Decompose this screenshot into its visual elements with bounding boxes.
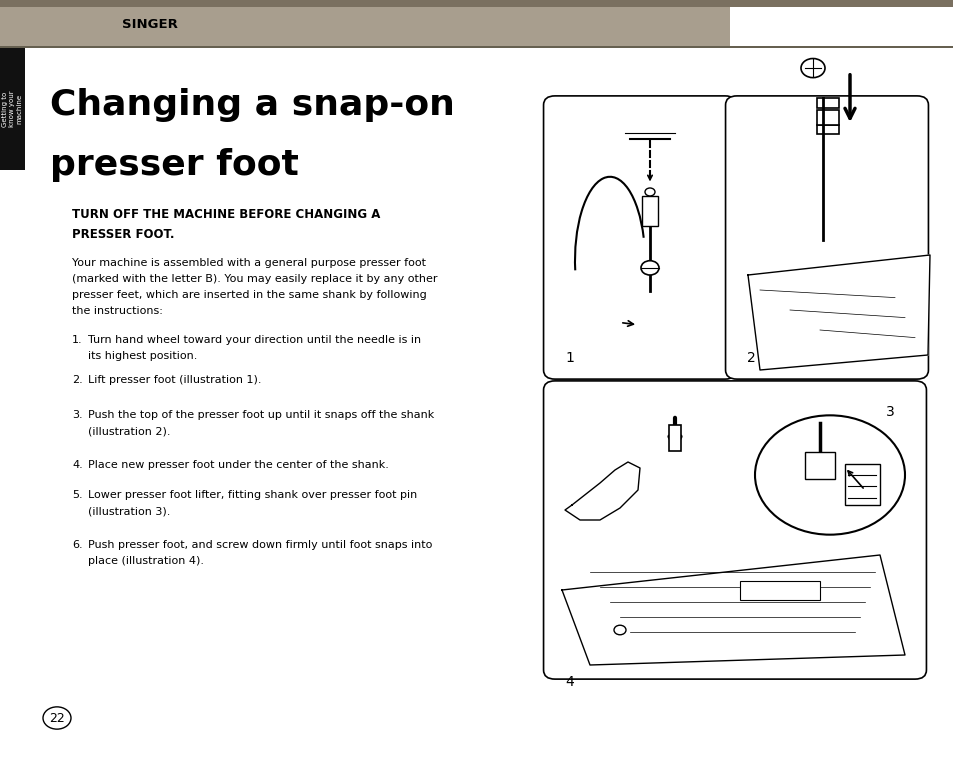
Text: Turn hand wheel toward your direction until the needle is in: Turn hand wheel toward your direction un… xyxy=(88,335,420,345)
Text: Getting to
know your
machine: Getting to know your machine xyxy=(2,90,22,128)
Text: 5.: 5. xyxy=(71,490,83,500)
FancyBboxPatch shape xyxy=(543,96,736,379)
Bar xyxy=(0,0,729,48)
Text: Lift presser foot (illustration 1).: Lift presser foot (illustration 1). xyxy=(88,375,261,385)
Text: 2: 2 xyxy=(746,351,755,365)
Text: place (illustration 4).: place (illustration 4). xyxy=(88,556,204,566)
Text: 4.: 4. xyxy=(71,460,83,470)
Text: 6.: 6. xyxy=(71,540,83,550)
Bar xyxy=(729,0,953,48)
Bar xyxy=(0,0,953,48)
Text: 3.: 3. xyxy=(71,410,83,420)
Text: 2.: 2. xyxy=(71,375,83,385)
Bar xyxy=(740,581,820,600)
Circle shape xyxy=(644,188,655,196)
Polygon shape xyxy=(564,462,639,520)
Bar xyxy=(816,99,838,108)
Text: presser feet, which are inserted in the same shank by following: presser feet, which are inserted in the … xyxy=(71,290,426,300)
Text: 3: 3 xyxy=(885,405,894,419)
Bar xyxy=(0,0,953,7)
Text: presser foot: presser foot xyxy=(50,148,298,182)
Text: Your machine is assembled with a general purpose presser foot: Your machine is assembled with a general… xyxy=(71,258,426,268)
Polygon shape xyxy=(561,555,904,665)
Text: 22: 22 xyxy=(49,711,65,725)
Text: 1: 1 xyxy=(564,351,574,365)
Text: Place new presser foot under the center of the shank.: Place new presser foot under the center … xyxy=(88,460,389,470)
Circle shape xyxy=(754,415,904,534)
Text: Changing a snap-on: Changing a snap-on xyxy=(50,88,455,122)
Text: (illustration 2).: (illustration 2). xyxy=(88,426,171,436)
Polygon shape xyxy=(747,255,929,370)
Text: its highest position.: its highest position. xyxy=(88,351,197,361)
Bar xyxy=(641,196,658,226)
Text: 4: 4 xyxy=(564,675,573,689)
Text: (illustration 3).: (illustration 3). xyxy=(88,506,171,516)
Text: SINGER: SINGER xyxy=(122,17,178,30)
Bar xyxy=(816,110,838,125)
Text: Push presser foot, and screw down firmly until foot snaps into: Push presser foot, and screw down firmly… xyxy=(88,540,432,550)
Text: the instructions:: the instructions: xyxy=(71,306,163,316)
Bar xyxy=(0,46,953,48)
Bar xyxy=(0,48,25,170)
Bar xyxy=(668,424,680,451)
Text: TURN OFF THE MACHINE BEFORE CHANGING A: TURN OFF THE MACHINE BEFORE CHANGING A xyxy=(71,208,380,221)
Bar xyxy=(844,464,879,505)
Bar xyxy=(804,452,834,479)
Text: Lower presser foot lifter, fitting shank over presser foot pin: Lower presser foot lifter, fitting shank… xyxy=(88,490,416,500)
Text: (marked with the letter B). You may easily replace it by any other: (marked with the letter B). You may easi… xyxy=(71,274,437,284)
Text: Push the top of the presser foot up until it snaps off the shank: Push the top of the presser foot up unti… xyxy=(88,410,434,420)
Text: PRESSER FOOT.: PRESSER FOOT. xyxy=(71,228,174,241)
Bar xyxy=(816,125,838,134)
FancyBboxPatch shape xyxy=(725,96,927,379)
Circle shape xyxy=(640,260,659,275)
Circle shape xyxy=(801,58,824,77)
Circle shape xyxy=(43,707,71,729)
Text: 1.: 1. xyxy=(71,335,83,345)
FancyBboxPatch shape xyxy=(543,381,925,679)
Circle shape xyxy=(614,625,625,635)
